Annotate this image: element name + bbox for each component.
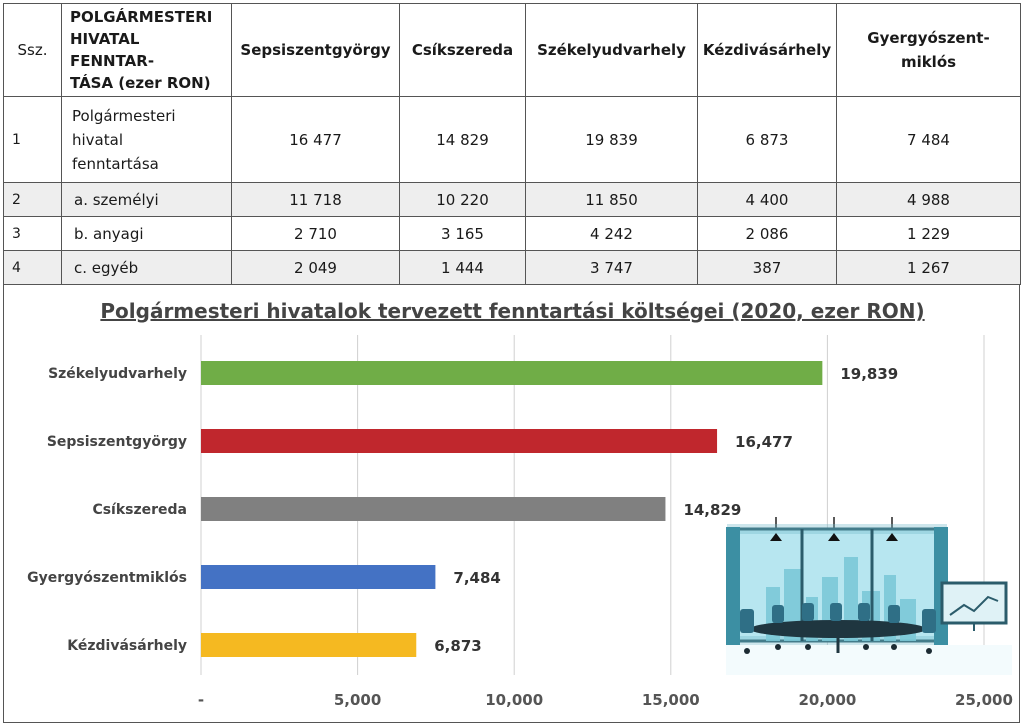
header-gyergyoszentmiklos: Gyergyószent- miklós [836,3,1021,97]
bar [201,565,436,589]
cost-table-wrapper: Ssz. POLGÁRMESTERI HIVATAL FENNTAR- TÁSA… [3,3,1021,285]
cell-value: 1 444 [399,250,526,285]
cell-value: 7 484 [836,96,1021,183]
meeting-room-illustration-icon [726,517,1012,675]
cell-value: 16 477 [231,96,400,183]
chart-title: Polgármesteri hivatalok tervezett fennta… [100,299,925,323]
cost-table: Ssz. POLGÁRMESTERI HIVATAL FENNTAR- TÁSA… [3,3,1021,285]
header-item-line: POLGÁRMESTERI [70,8,213,26]
row-ssz: 2 [3,182,62,217]
row-name: Polgármesteri hivatal fenntartása [61,96,232,183]
category-label: Sepsiszentgyörgy [47,434,187,450]
cell-value: 19 839 [525,96,698,183]
x-tick-label: 15,000 [642,691,700,709]
cell-value: 11 718 [231,182,400,217]
header-item: POLGÁRMESTERI HIVATAL FENNTAR- TÁSA (eze… [61,3,232,97]
header-ssz: Ssz. [3,3,62,97]
table-row: 3 b. anyagi 2 710 3 165 4 242 2 086 1 22… [3,216,1021,251]
header-item-line: TÁSA (ezer RON) [70,74,211,92]
category-label: Csíkszereda [92,502,187,518]
cell-value: 10 220 [399,182,526,217]
bar [201,633,417,657]
header-szekelyudvarhely: Székelyudvarhely [525,3,698,97]
data-label: 19,839 [840,365,898,383]
table-row: 4 c. egyéb 2 049 1 444 3 747 387 1 267 [3,250,1021,285]
cell-value: 387 [697,250,837,285]
row-ssz: 1 [3,96,62,183]
cell-value: 4 400 [697,182,837,217]
bar-chart-panel: Polgármesteri hivatalok tervezett fennta… [3,284,1020,723]
cell-value: 1 229 [836,216,1021,251]
cell-value: 6 873 [697,96,837,183]
category-label: Székelyudvarhely [48,366,187,382]
cell-value: 2 086 [697,216,837,251]
data-label: 14,829 [683,501,741,519]
cell-value: 2 710 [231,216,400,251]
row-name-line: fenntartása [72,154,159,173]
data-label: 16,477 [735,433,793,451]
category-label: Kézdivásárhely [67,638,187,654]
cell-value: 4 242 [525,216,698,251]
row-name-line: Polgármesteri [72,106,176,125]
x-tick-label: 10,000 [485,691,543,709]
x-tick-label: - [198,691,204,709]
x-tick-label: 20,000 [798,691,856,709]
row-ssz: 3 [3,216,62,251]
header-kezdivasarhely: Kézdivásárhely [697,3,837,97]
bar [201,429,718,453]
category-label: Gyergyószentmiklós [27,570,187,586]
cell-value: 2 049 [231,250,400,285]
row-name: b. anyagi [61,216,232,251]
cell-value: 11 850 [525,182,698,217]
data-label: 6,873 [434,637,481,655]
data-label: 7,484 [453,569,500,587]
cell-value: 1 267 [836,250,1021,285]
cell-value: 4 988 [836,182,1021,217]
header-csikszereda: Csíkszereda [399,3,526,97]
bar [201,361,823,385]
cell-value: 14 829 [399,96,526,183]
row-name-line: hivatal [72,130,123,149]
header-item-line: HIVATAL FENNTAR- [70,30,155,70]
row-ssz: 4 [3,250,62,285]
cell-value: 3 165 [399,216,526,251]
x-tick-label: 25,000 [955,691,1013,709]
header-last-line: miklós [900,53,957,71]
row-name: a. személyi [61,182,232,217]
table-header-row: Ssz. POLGÁRMESTERI HIVATAL FENNTAR- TÁSA… [3,3,1021,97]
cell-value: 3 747 [525,250,698,285]
bar [201,497,666,521]
header-sepsiszentgyorgy: Sepsiszentgyörgy [231,3,400,97]
row-name: c. egyéb [61,250,232,285]
x-tick-label: 5,000 [334,691,381,709]
table-row: 1 Polgármesteri hivatal fenntartása 16 4… [3,96,1021,183]
header-last-line: Gyergyószent- [867,29,990,47]
bar-chart: - 5,000 10,000 15,000 20,000 25,000 Székelyudv… [27,335,1013,709]
table-row: 2 a. személyi 11 718 10 220 11 850 4 400… [3,182,1021,217]
